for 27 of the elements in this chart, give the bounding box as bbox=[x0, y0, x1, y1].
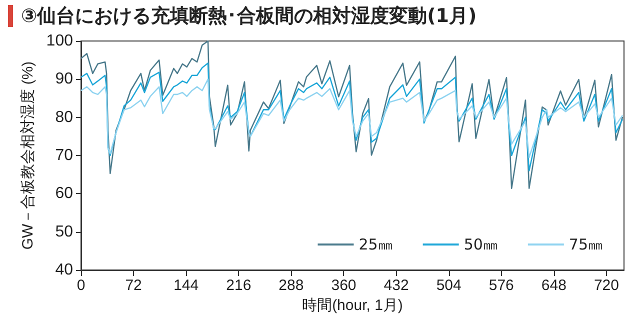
y-tick-label: 70 bbox=[55, 147, 74, 164]
y-tick-label: 90 bbox=[55, 70, 74, 88]
legend-label: 25㎜ bbox=[358, 236, 393, 254]
line-series bbox=[80, 78, 624, 158]
y-tick-label: 40 bbox=[55, 262, 74, 278]
x-tick-label: 648 bbox=[541, 277, 566, 294]
chart-title: ③仙台における充填断熱･合板間の相対湿度変動(1月) bbox=[21, 4, 477, 29]
x-tick-label: 432 bbox=[384, 277, 409, 294]
line-series bbox=[80, 40, 624, 189]
y-tick-label: 80 bbox=[55, 108, 74, 126]
line-series bbox=[80, 62, 624, 172]
x-tick-label: 576 bbox=[488, 277, 514, 294]
x-tick-label: 144 bbox=[174, 277, 199, 294]
x-tick-label: 720 bbox=[594, 277, 619, 294]
x-tick-label: 72 bbox=[125, 277, 142, 294]
legend-label: 75㎜ bbox=[568, 236, 604, 254]
y-tick-label: 60 bbox=[55, 185, 74, 202]
x-tick-label: 288 bbox=[278, 277, 304, 294]
x-tick-label: 504 bbox=[436, 277, 462, 294]
x-tick-label: 360 bbox=[331, 277, 356, 294]
x-axis-title: 時間(hour, 1月) bbox=[302, 296, 403, 314]
y-tick-label: 50 bbox=[55, 223, 74, 240]
x-tick-label: 0 bbox=[76, 277, 86, 294]
x-tick-label: 216 bbox=[226, 277, 252, 294]
y-axis-title: GW－合板教会相対湿度 (%) bbox=[19, 61, 36, 250]
legend-label: 50㎜ bbox=[464, 236, 498, 254]
y-tick-label: 100 bbox=[46, 32, 74, 50]
